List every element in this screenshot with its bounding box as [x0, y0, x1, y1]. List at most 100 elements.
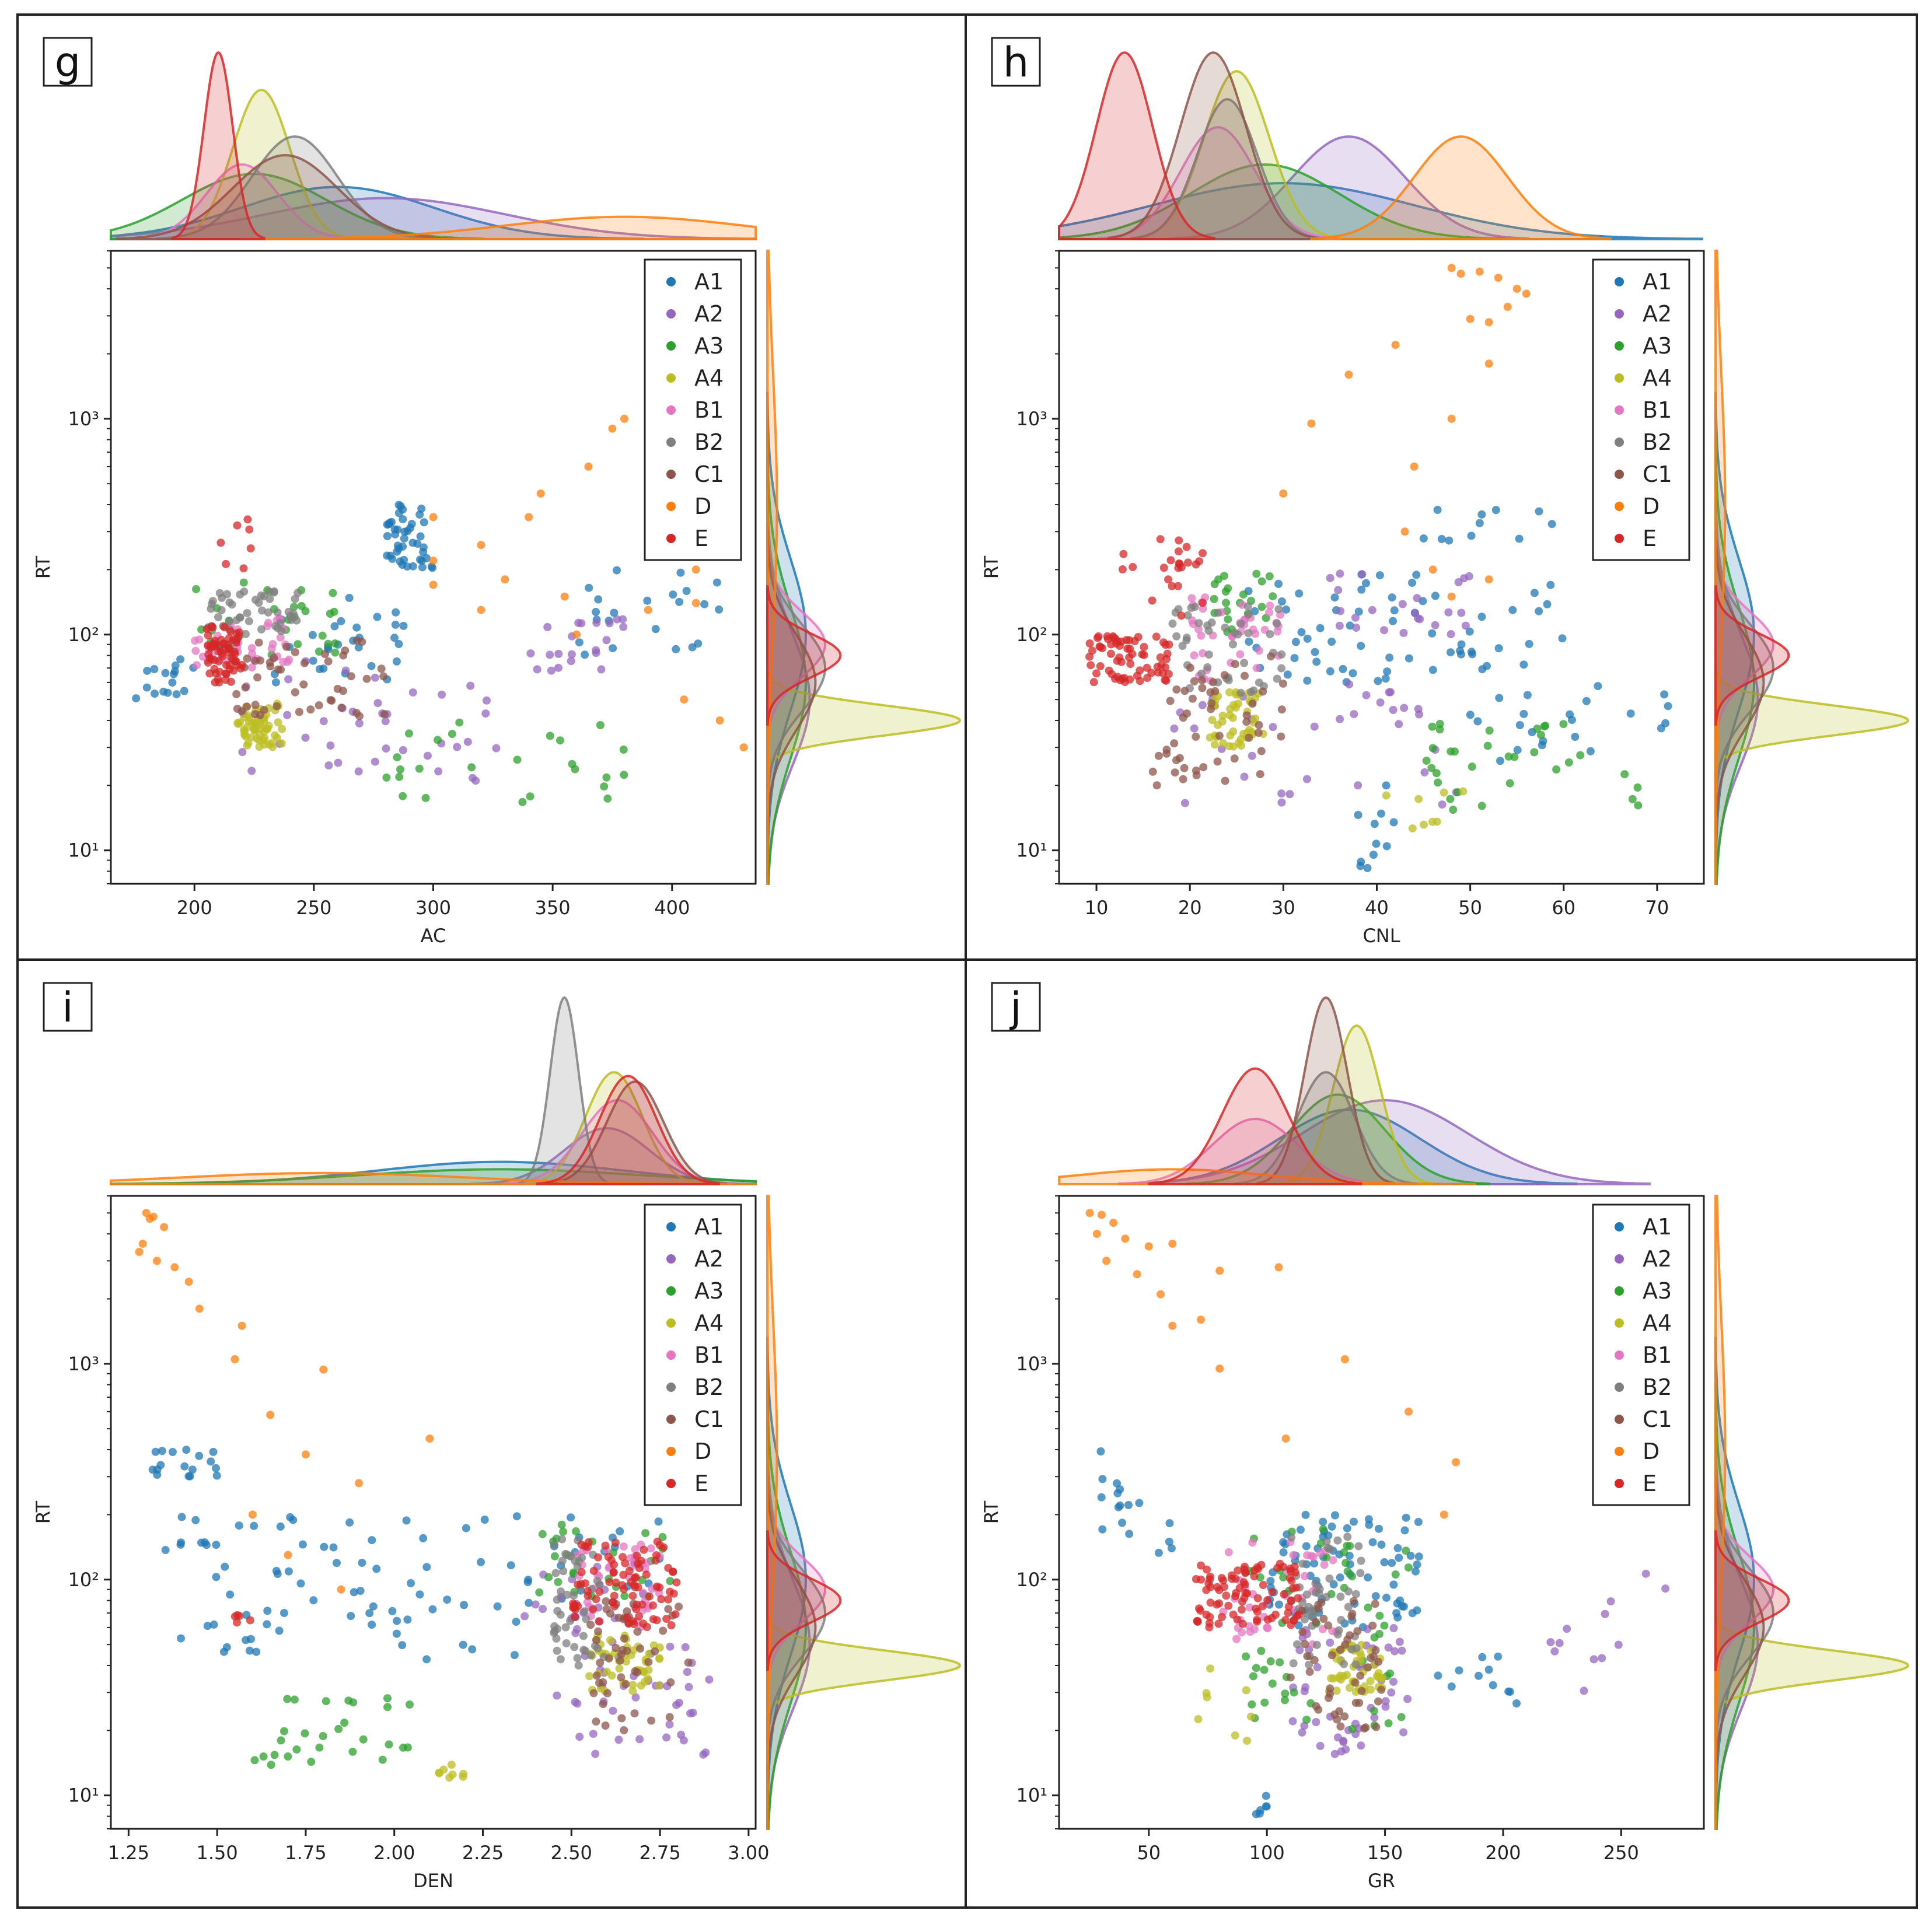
point-A4 — [447, 1761, 456, 1769]
point-A3 — [596, 721, 605, 729]
point-E — [1161, 663, 1170, 671]
point-E — [618, 1581, 627, 1590]
point-E — [204, 631, 212, 640]
point-E — [1288, 1584, 1297, 1593]
x-axis: 1.25 1.50 1.75 2.00 2.25 2.50 2.75 3.00 DEN — [108, 1829, 769, 1892]
point-D — [170, 1263, 179, 1272]
point-B2 — [1344, 1602, 1353, 1611]
legend-label-A2: A2 — [694, 1246, 724, 1272]
point-C1 — [306, 705, 315, 714]
point-B2 — [1311, 1579, 1320, 1588]
point-C1 — [1374, 1697, 1382, 1706]
point-A1 — [567, 1513, 575, 1522]
x-axis-label: DEN — [413, 1870, 453, 1892]
point-A2 — [1380, 626, 1388, 635]
point-E — [667, 1621, 676, 1629]
point-D — [160, 1223, 169, 1231]
point-B1 — [1194, 625, 1203, 634]
point-A4 — [278, 725, 287, 733]
point-A2 — [1641, 1569, 1650, 1578]
legend-marker-B2 — [666, 1383, 676, 1392]
point-A1 — [180, 1462, 189, 1471]
point-C1 — [327, 697, 336, 705]
point-E — [1287, 1596, 1295, 1605]
point-A1 — [390, 525, 399, 534]
point-A1 — [1374, 677, 1382, 685]
point-A3 — [1290, 1688, 1298, 1697]
point-A2 — [1546, 1638, 1555, 1647]
point-C1 — [352, 709, 361, 718]
point-B2 — [1340, 1660, 1348, 1668]
point-A1 — [176, 655, 185, 664]
point-A3 — [602, 773, 611, 782]
panel-h: h 10 20 30 40 50 60 70 CNL 10¹ 10² 10³ RT A1 A2 A3 A4 B1 B… — [965, 13, 1918, 961]
point-E — [595, 1587, 604, 1596]
point-A1 — [273, 1570, 282, 1578]
point-A1 — [367, 662, 376, 670]
point-D — [1428, 565, 1437, 574]
point-A1 — [1382, 1593, 1391, 1602]
point-C1 — [1326, 1684, 1334, 1693]
point-D — [152, 1257, 161, 1265]
point-A2 — [635, 1735, 644, 1744]
point-A1 — [1408, 579, 1416, 587]
point-A1 — [609, 644, 617, 653]
point-E — [1228, 1574, 1236, 1583]
point-E — [1117, 657, 1126, 666]
point-A3 — [455, 718, 464, 727]
point-C1 — [1327, 1651, 1336, 1660]
point-A2 — [533, 665, 541, 674]
point-A4 — [233, 719, 242, 727]
point-C1 — [675, 1602, 683, 1611]
point-A3 — [1322, 1553, 1331, 1562]
point-A1 — [1428, 629, 1437, 638]
point-C1 — [592, 1671, 601, 1680]
point-A1 — [177, 1634, 185, 1643]
point-E — [604, 1552, 613, 1561]
point-A1 — [581, 650, 589, 659]
point-A3 — [556, 736, 564, 745]
point-B2 — [570, 1643, 579, 1651]
point-A2 — [1580, 1686, 1588, 1695]
legend-label-A3: A3 — [694, 1278, 724, 1304]
point-A1 — [1477, 613, 1486, 621]
point-A1 — [1433, 506, 1442, 515]
point-E — [1259, 1581, 1267, 1589]
point-B2 — [1322, 1537, 1331, 1546]
point-C1 — [256, 711, 264, 719]
point-A3 — [1483, 741, 1492, 750]
top-kde-E — [1148, 1067, 1362, 1185]
x-tick-label: 200 — [177, 897, 212, 919]
point-A1 — [200, 1538, 209, 1546]
point-E — [246, 1616, 254, 1625]
point-E — [619, 1553, 627, 1562]
point-B2 — [550, 1629, 558, 1637]
point-A4 — [1202, 1689, 1211, 1698]
point-A1 — [460, 1601, 469, 1609]
point-A2 — [483, 696, 491, 705]
top-kde-E — [171, 51, 265, 240]
legend-marker-A1 — [666, 277, 676, 286]
point-C1 — [1374, 1657, 1383, 1666]
point-A1 — [1377, 809, 1385, 818]
point-A1 — [212, 1471, 221, 1480]
point-A2 — [1389, 1624, 1398, 1632]
point-A3 — [385, 1740, 393, 1749]
point-A3 — [572, 1527, 580, 1536]
legend-marker-C1 — [666, 470, 676, 479]
point-B2 — [1194, 619, 1203, 628]
point-A1 — [142, 683, 151, 692]
point-A1 — [675, 597, 684, 606]
point-B2 — [579, 1632, 588, 1640]
point-E — [592, 1595, 600, 1604]
point-A1 — [1457, 640, 1466, 649]
legend-label-B2: B2 — [694, 1374, 724, 1400]
point-B1 — [1245, 1603, 1254, 1612]
point-B2 — [1351, 1660, 1360, 1669]
point-C1 — [1213, 757, 1222, 766]
x-tick-label: 60 — [1552, 897, 1575, 919]
legend-marker-A4 — [666, 373, 676, 383]
point-A4 — [655, 1681, 663, 1690]
point-A3 — [1404, 1563, 1413, 1572]
point-E — [595, 1617, 603, 1626]
